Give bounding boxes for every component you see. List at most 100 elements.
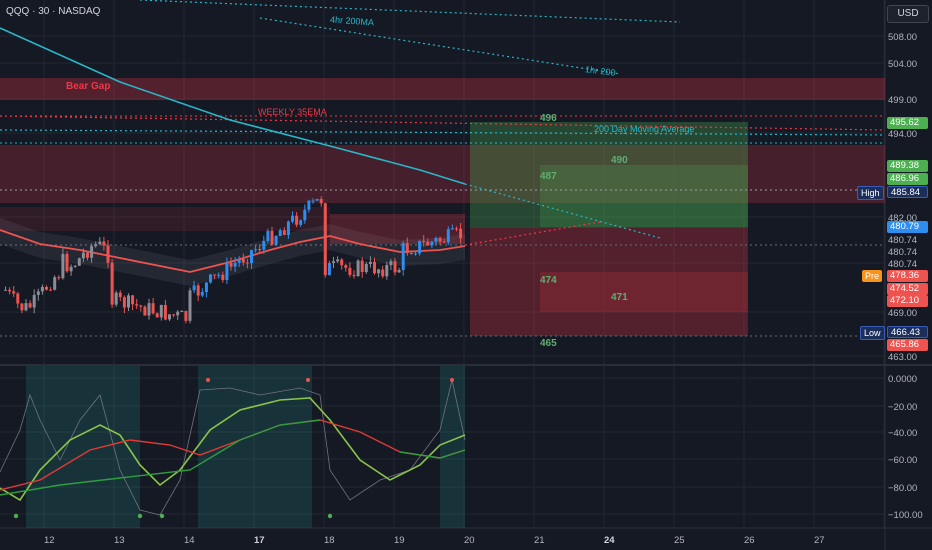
candle-body: [348, 267, 352, 275]
candle-body: [303, 209, 307, 221]
descending-ma-line: [0, 27, 466, 185]
candle-body: [24, 303, 28, 311]
candle-body: [434, 237, 438, 242]
price-tag-472: 472.10: [887, 295, 928, 307]
candle-body: [254, 249, 258, 251]
candle-body: [262, 241, 266, 250]
candle-body: [188, 290, 192, 321]
candle-body: [213, 274, 217, 276]
level-474: 474: [540, 275, 557, 286]
candle-body: [8, 289, 12, 292]
signal-dot: [13, 513, 19, 519]
osc-tick: 0.0000: [888, 374, 918, 385]
supply-zone: [0, 207, 330, 231]
candle-body: [73, 265, 77, 267]
candle-body: [286, 221, 290, 235]
candle-body: [295, 215, 299, 225]
date-tick: 21: [534, 535, 545, 546]
candle-body: [45, 286, 48, 290]
candle-body: [352, 274, 356, 277]
candle-body: [65, 254, 69, 272]
candle-body: [291, 215, 294, 222]
candle-body: [446, 229, 450, 243]
price-tick: 480.74: [888, 235, 918, 246]
date-tick: 14: [184, 535, 195, 546]
candle-body: [36, 291, 40, 295]
candle-body: [159, 304, 163, 318]
candle-body: [385, 265, 389, 277]
candle-body: [122, 297, 126, 308]
candle-body: [245, 262, 249, 264]
candle-body: [32, 294, 36, 308]
symbol-title: QQQ · 30 · NASDAQ: [6, 6, 101, 17]
candle-body: [127, 295, 130, 308]
price-tag-474: 474.52: [887, 283, 928, 295]
candle-body: [40, 286, 44, 292]
oscillator-signal-line: [0, 419, 321, 496]
candle-body: [459, 228, 463, 239]
candle-body: [336, 259, 340, 262]
price-tag-465: 465.86: [887, 339, 928, 351]
candle-body: [204, 282, 208, 293]
candle-body: [323, 203, 327, 276]
candle-body: [278, 230, 282, 236]
oscillator-highlight-zone: [198, 366, 312, 528]
candle-body: [200, 292, 204, 296]
oscillator-signal-line: [399, 449, 466, 459]
date-tick: 12: [44, 535, 55, 546]
candle-body: [250, 250, 253, 264]
candle-body: [332, 261, 335, 264]
candle-body: [192, 285, 196, 291]
candle-body: [340, 259, 344, 266]
date-tick: 19: [394, 535, 405, 546]
date-tick: 26: [744, 535, 755, 546]
candle-body: [16, 293, 20, 304]
price-tick: 508.00: [888, 32, 918, 43]
oscillator-raw-line: [0, 379, 466, 516]
date-tick: 18: [324, 535, 335, 546]
signal-dot: [327, 513, 333, 519]
candle-body: [409, 253, 413, 255]
high-label: High: [857, 186, 884, 200]
candle-body: [299, 220, 303, 225]
price-tick: 499.00: [888, 95, 918, 106]
low-price-tag: 466.43: [887, 326, 928, 338]
price-tick: 480.74: [888, 247, 918, 258]
candle-body: [237, 258, 241, 263]
candle-body: [77, 258, 81, 266]
price-tick: 463.00: [888, 352, 918, 363]
osc-tick: −20.00: [888, 402, 918, 413]
candle-body: [143, 306, 147, 316]
pre-label: Pre: [862, 270, 883, 282]
candle-body: [373, 261, 376, 274]
level-465: 465: [540, 338, 557, 349]
candle-body: [368, 261, 372, 264]
price-tick: 482.00: [888, 213, 918, 224]
candle-body: [139, 305, 143, 307]
candle-body: [114, 292, 118, 305]
candle-body: [397, 269, 401, 273]
descending-ma-projection: [464, 183, 661, 239]
osc-tick: −60.00: [888, 455, 918, 466]
date-tick: 24: [604, 535, 615, 546]
candle-body: [20, 303, 24, 311]
price-tag-489: 489.38: [887, 160, 928, 172]
candle-body: [90, 246, 94, 258]
candle-body: [155, 313, 159, 318]
weekly-ema-label: WEEKLY 35EMA: [258, 107, 327, 117]
candle-body: [270, 230, 274, 245]
price-tick: 504.00: [888, 59, 918, 70]
candle-body: [209, 274, 212, 283]
gap-zone: [330, 214, 465, 244]
candle-body: [356, 260, 360, 277]
currency-button[interactable]: USD: [887, 5, 929, 23]
candle-body: [110, 262, 114, 305]
date-tick: 27: [814, 535, 825, 546]
price-tick: 469.00: [888, 308, 918, 319]
date-tick: 13: [114, 535, 125, 546]
high-price-tag: 485.84: [887, 186, 928, 198]
signal-dot: [137, 513, 143, 519]
candle-body: [389, 261, 393, 266]
